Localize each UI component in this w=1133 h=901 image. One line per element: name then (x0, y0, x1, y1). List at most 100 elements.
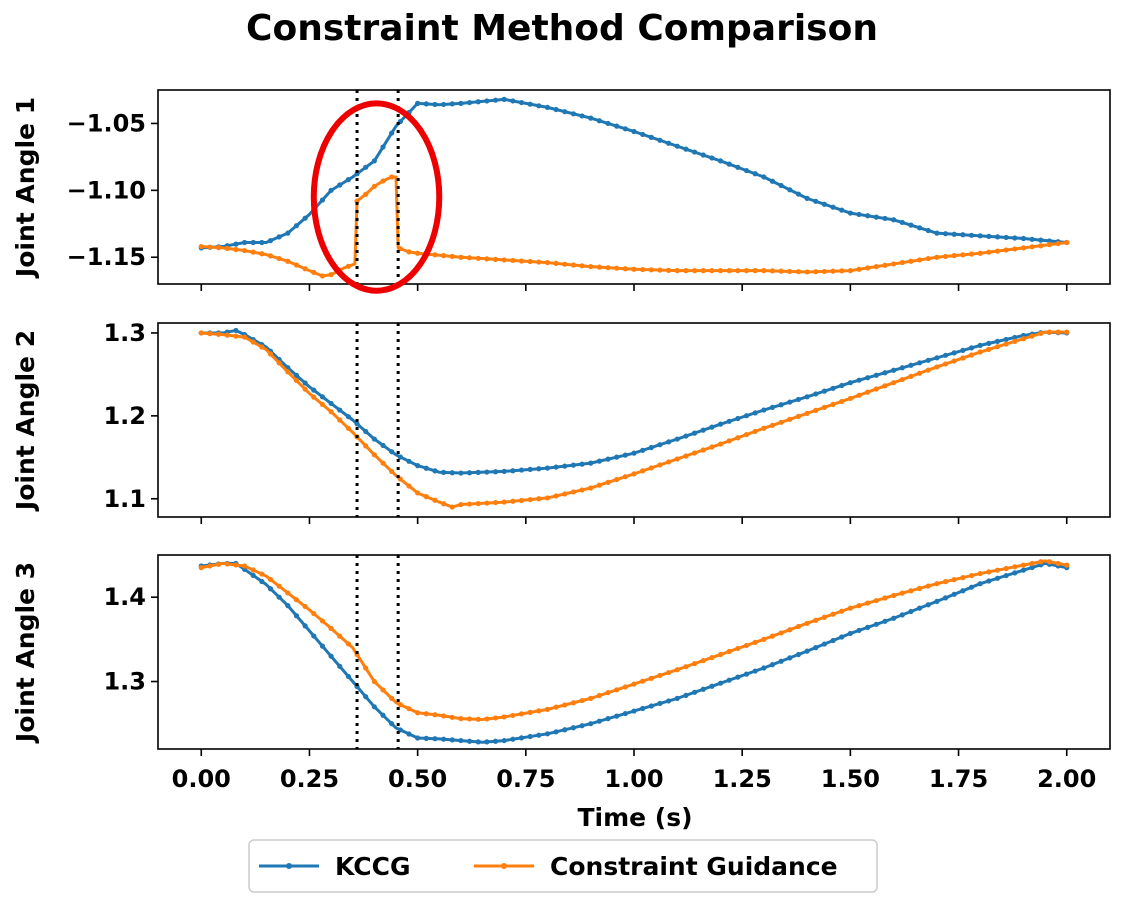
point-kccg-panel-1 (674, 143, 680, 149)
point-constraint-guidance-panel-1 (709, 268, 715, 274)
point-kccg-panel-2 (795, 396, 802, 403)
point-constraint-guidance-panel-3 (510, 712, 516, 719)
point-kccg-panel-3 (553, 729, 559, 735)
point-kccg-panel-1 (293, 223, 300, 229)
point-kccg-panel-2 (345, 414, 351, 420)
point-constraint-guidance-panel-2 (207, 331, 213, 337)
point-constraint-guidance-panel-1 (735, 268, 741, 274)
point-constraint-guidance-panel-1 (839, 268, 845, 274)
point-constraint-guidance-panel-3 (821, 614, 828, 620)
point-kccg-panel-2 (743, 413, 750, 419)
point-constraint-guidance-panel-1 (873, 264, 879, 270)
point-kccg-panel-1 (743, 167, 750, 174)
point-kccg-panel-2 (942, 352, 949, 358)
point-constraint-guidance-panel-1 (648, 267, 654, 273)
point-kccg-panel-1 (363, 164, 369, 170)
point-constraint-guidance-panel-2 (1064, 329, 1070, 335)
point-kccg-panel-3 (579, 723, 585, 729)
point-constraint-guidance-panel-3 (683, 664, 689, 670)
point-constraint-guidance-panel-2 (241, 334, 248, 340)
point-constraint-guidance-panel-2 (873, 386, 879, 392)
point-kccg-panel-1 (795, 191, 802, 197)
point-kccg-panel-3 (830, 637, 836, 644)
point-constraint-guidance-panel-1 (605, 265, 611, 271)
point-kccg-panel-3 (319, 643, 326, 649)
point-constraint-guidance-panel-3 (241, 563, 248, 569)
point-constraint-guidance-panel-1 (415, 250, 421, 256)
point-kccg-panel-3 (302, 623, 308, 629)
point-constraint-guidance-panel-2 (986, 346, 992, 352)
point-constraint-guidance-panel-3 (934, 581, 940, 587)
point-constraint-guidance-panel-1 (389, 174, 395, 180)
point-constraint-guidance-panel-3 (518, 711, 525, 717)
point-constraint-guidance-panel-2 (735, 435, 741, 441)
point-constraint-guidance-panel-2 (968, 352, 975, 358)
point-constraint-guidance-panel-2 (1012, 338, 1018, 345)
point-kccg-panel-2 (951, 350, 957, 356)
point-constraint-guidance-panel-2 (614, 476, 620, 483)
axes-frame-2 (157, 322, 1111, 518)
point-kccg-panel-1 (899, 219, 905, 226)
point-kccg-panel-2 (363, 428, 369, 435)
point-kccg-panel-2 (380, 442, 386, 448)
point-constraint-guidance-panel-1 (518, 258, 525, 264)
point-kccg-panel-1 (259, 239, 265, 246)
point-kccg-panel-3 (415, 735, 421, 741)
point-constraint-guidance-panel-3 (527, 709, 533, 715)
point-constraint-guidance-panel-2 (198, 330, 204, 336)
point-constraint-guidance-panel-2 (899, 376, 905, 383)
point-constraint-guidance-panel-1 (250, 249, 256, 255)
point-kccg-panel-2 (847, 380, 853, 386)
point-constraint-guidance-panel-1 (544, 259, 551, 266)
point-constraint-guidance-panel-1 (622, 266, 628, 272)
point-kccg-panel-2 (605, 456, 611, 462)
x-tick-label: 0.75 (496, 765, 555, 793)
point-constraint-guidance-panel-1 (259, 251, 265, 257)
point-constraint-guidance-panel-1 (198, 243, 204, 250)
point-kccg-panel-3 (787, 655, 793, 661)
point-kccg-panel-1 (657, 137, 663, 143)
point-constraint-guidance-panel-2 (484, 500, 490, 506)
point-kccg-panel-3 (484, 739, 490, 745)
point-constraint-guidance-panel-3 (441, 713, 447, 719)
point-kccg-panel-3 (570, 725, 577, 731)
point-constraint-guidance-panel-1 (328, 272, 334, 278)
point-kccg-panel-3 (735, 674, 741, 680)
point-constraint-guidance-panel-2 (458, 501, 464, 508)
point-kccg-panel-1 (441, 101, 447, 108)
point-kccg-panel-1 (389, 130, 395, 136)
point-constraint-guidance-panel-1 (925, 255, 931, 262)
point-kccg-panel-2 (1003, 336, 1009, 343)
point-kccg-panel-1 (882, 215, 888, 222)
point-constraint-guidance-panel-1 (942, 253, 949, 260)
point-kccg-panel-2 (311, 387, 317, 393)
point-kccg-panel-1 (337, 182, 343, 188)
point-constraint-guidance-panel-2 (285, 369, 291, 375)
point-kccg-panel-1 (415, 100, 421, 106)
point-constraint-guidance-panel-2 (475, 500, 481, 507)
point-kccg-panel-2 (726, 418, 732, 424)
axes-frame-3 (157, 554, 1111, 750)
point-kccg-panel-1 (735, 164, 741, 170)
point-kccg-panel-1 (752, 171, 758, 177)
point-kccg-panel-2 (466, 470, 473, 476)
point-constraint-guidance-panel-2 (319, 401, 326, 408)
point-constraint-guidance-panel-2 (449, 504, 455, 510)
point-kccg-panel-3 (865, 624, 871, 630)
point-constraint-guidance-panel-3 (666, 669, 672, 676)
y-tick-label: −1.05 (67, 109, 146, 137)
point-kccg-panel-2 (986, 340, 992, 346)
point-kccg-panel-2 (484, 469, 490, 475)
point-constraint-guidance-panel-1 (492, 256, 499, 262)
point-constraint-guidance-panel-2 (345, 425, 351, 431)
point-constraint-guidance-panel-3 (311, 610, 317, 617)
point-kccg-panel-2 (709, 424, 715, 430)
legend-marker-constraint-guidance (501, 863, 507, 869)
point-constraint-guidance-panel-2 (994, 344, 1001, 350)
point-constraint-guidance-panel-2 (1055, 329, 1061, 335)
point-kccg-panel-2 (657, 442, 663, 448)
point-kccg-panel-3 (466, 738, 473, 744)
point-constraint-guidance-panel-1 (285, 258, 291, 264)
point-kccg-panel-1 (371, 158, 377, 164)
point-constraint-guidance-panel-2 (795, 413, 802, 419)
